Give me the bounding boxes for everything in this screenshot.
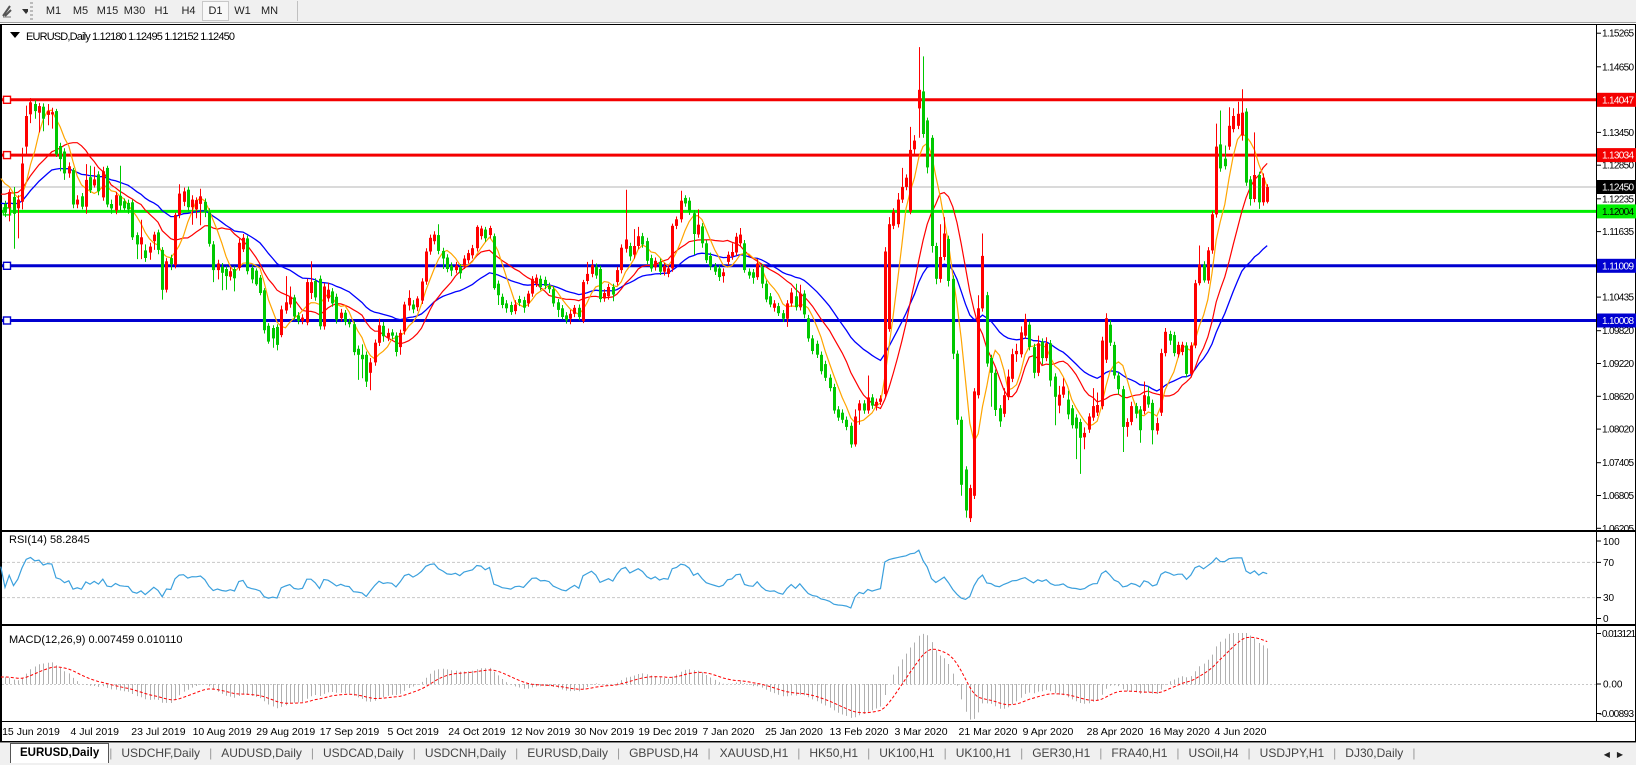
svg-text:21 Mar 2020: 21 Mar 2020 (959, 726, 1018, 738)
svg-text:1.12450: 1.12450 (1602, 183, 1634, 194)
svg-text:1.08020: 1.08020 (1602, 425, 1634, 436)
svg-text:1.14047: 1.14047 (1602, 95, 1634, 106)
svg-text:9 Apr 2020: 9 Apr 2020 (1023, 726, 1074, 738)
svg-text:1.12235: 1.12235 (1602, 194, 1634, 205)
svg-text:10 Aug 2019: 10 Aug 2019 (193, 726, 252, 738)
svg-text:0.013121: 0.013121 (1602, 629, 1636, 640)
svg-text:30 Nov 2019: 30 Nov 2019 (575, 726, 635, 738)
svg-text:1.11635: 1.11635 (1602, 227, 1634, 238)
svg-text:1.14650: 1.14650 (1602, 62, 1634, 73)
svg-text:-0.00893: -0.00893 (1599, 709, 1634, 720)
svg-text:1.12850: 1.12850 (1602, 161, 1634, 172)
svg-text:25 Jan 2020: 25 Jan 2020 (765, 726, 823, 738)
svg-text:5 Oct 2019: 5 Oct 2019 (388, 726, 440, 738)
svg-text:EURUSD,Daily 1.12180 1.12495: EURUSD,Daily 1.12180 1.12495 1.12152 1.1… (26, 31, 235, 43)
svg-text:12 Nov 2019: 12 Nov 2019 (511, 726, 571, 738)
svg-text:1.13034: 1.13034 (1602, 151, 1634, 162)
svg-text:1.11009: 1.11009 (1602, 261, 1634, 272)
svg-text:1.10008: 1.10008 (1602, 316, 1634, 327)
svg-text:1.12004: 1.12004 (1602, 207, 1634, 218)
svg-text:19 Dec 2019: 19 Dec 2019 (638, 726, 698, 738)
svg-text:1.10435: 1.10435 (1602, 293, 1634, 304)
svg-text:28 Apr 2020: 28 Apr 2020 (1087, 726, 1144, 738)
svg-text:0: 0 (1603, 614, 1609, 625)
svg-text:4 Jun 2020: 4 Jun 2020 (1215, 726, 1267, 738)
svg-text:17 Sep 2019: 17 Sep 2019 (320, 726, 380, 738)
svg-text:29 Aug 2019: 29 Aug 2019 (256, 726, 315, 738)
svg-text:1.06205: 1.06205 (1602, 524, 1634, 535)
svg-text:4 Jul 2019: 4 Jul 2019 (70, 726, 119, 738)
svg-text:13 Feb 2020: 13 Feb 2020 (830, 726, 889, 738)
svg-text:24 Oct 2019: 24 Oct 2019 (448, 726, 505, 738)
svg-text:1.08620: 1.08620 (1602, 392, 1634, 403)
svg-text:16 May 2020: 16 May 2020 (1149, 726, 1210, 738)
svg-text:1.07405: 1.07405 (1602, 458, 1634, 469)
svg-text:7 Jan 2020: 7 Jan 2020 (703, 726, 755, 738)
svg-text:15 Jun 2019: 15 Jun 2019 (2, 726, 60, 738)
svg-text:MACD(12,26,9) 0.007459 0.01011: MACD(12,26,9) 0.007459 0.010110 (9, 634, 182, 646)
svg-text:1.13450: 1.13450 (1602, 128, 1634, 139)
svg-text:1.09820: 1.09820 (1602, 326, 1634, 337)
svg-text:70: 70 (1603, 558, 1615, 569)
svg-text:RSI(14) 58.2845: RSI(14) 58.2845 (9, 534, 90, 546)
svg-text:0.00: 0.00 (1603, 680, 1623, 691)
svg-text:30: 30 (1603, 593, 1615, 604)
svg-text:100: 100 (1603, 537, 1620, 548)
svg-text:23 Jul 2019: 23 Jul 2019 (131, 726, 185, 738)
svg-text:1.09220: 1.09220 (1602, 359, 1634, 370)
svg-text:1.06805: 1.06805 (1602, 491, 1634, 502)
svg-text:3 Mar 2020: 3 Mar 2020 (894, 726, 947, 738)
svg-text:1.15265: 1.15265 (1602, 29, 1634, 40)
